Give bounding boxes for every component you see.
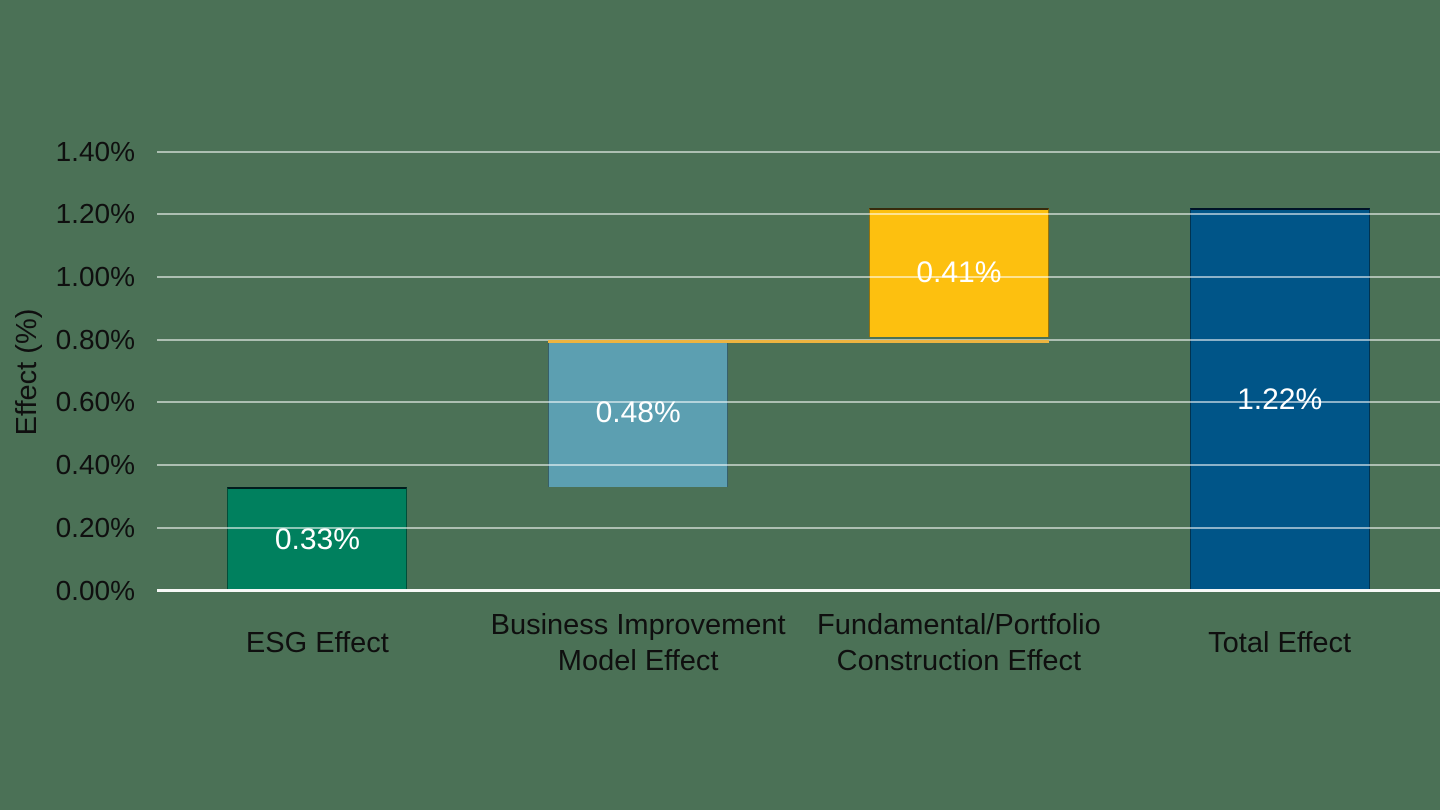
gridline	[157, 275, 1440, 278]
gridline	[157, 401, 1440, 404]
gridline	[157, 338, 1440, 341]
y-tick-label: 0.40%	[55, 449, 135, 481]
gridline	[157, 526, 1440, 529]
y-axis-title: Effect (%)	[11, 308, 43, 436]
y-tick-label: 0.00%	[55, 574, 135, 606]
bar-value-label: 0.41%	[916, 256, 1002, 290]
x-category-label-total-effect: Total Effect	[1208, 627, 1352, 659]
y-tick-label: 0.20%	[55, 511, 135, 543]
bar-value-label: 1.22%	[1237, 383, 1323, 417]
connector-line	[548, 340, 1049, 343]
bar-esg-effect: 0.33%	[227, 487, 408, 591]
y-tick-label: 0.80%	[55, 323, 135, 355]
gridline	[157, 464, 1440, 467]
x-category-label-fundamental-portfolio-construction-effect: Fundamental/Portfolio Construction Effec…	[817, 609, 1101, 677]
y-tick-label: 1.40%	[55, 135, 135, 167]
bar-fundamental-portfolio-construction-effect: 0.41%	[868, 207, 1049, 337]
y-tick-label: 1.20%	[55, 198, 135, 230]
x-category-label-esg-effect: ESG Effect	[245, 627, 389, 659]
bar-total-effect: 1.22%	[1189, 207, 1370, 591]
bar-business-improvement-model-effect: 0.48%	[548, 339, 729, 488]
y-tick-label: 0.60%	[55, 386, 135, 418]
gridline	[157, 150, 1440, 153]
x-category-label-business-improvement-model-effect: Business Improvement Model Effect	[490, 609, 786, 677]
x-axis-line	[157, 589, 1440, 592]
y-tick-label: 1.00%	[55, 260, 135, 292]
gridline	[157, 213, 1440, 216]
